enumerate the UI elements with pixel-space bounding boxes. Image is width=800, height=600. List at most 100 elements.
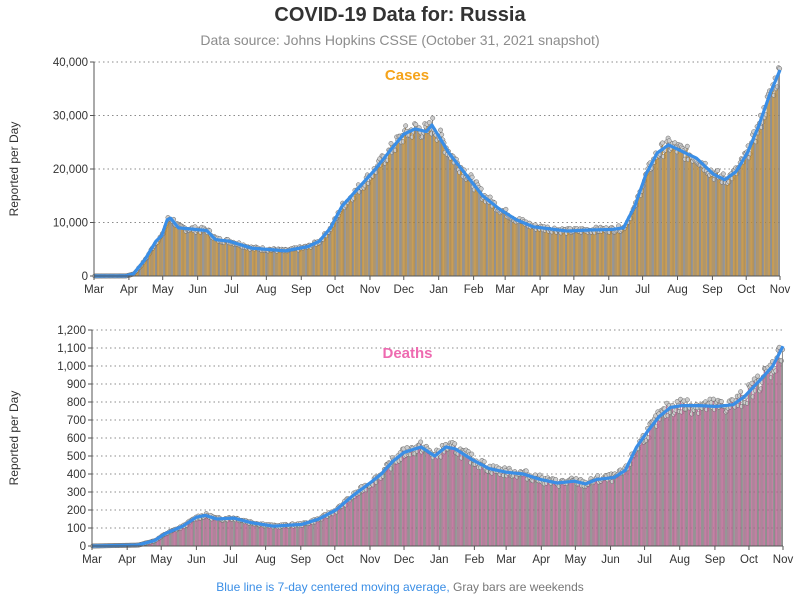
data-bar — [191, 519, 193, 547]
data-point — [774, 84, 780, 90]
data-bar — [749, 153, 751, 277]
data-bar — [373, 478, 375, 547]
data-point — [779, 358, 784, 364]
data-bar — [207, 229, 209, 277]
data-bar — [772, 84, 774, 277]
data-bar — [432, 457, 434, 547]
data-bar — [621, 229, 623, 277]
data-bar — [501, 210, 503, 277]
data-bar — [478, 464, 480, 547]
data-bar — [277, 526, 279, 547]
data-bar — [662, 408, 664, 547]
data-bar — [350, 497, 352, 547]
y-tick-label: 300 — [67, 487, 86, 499]
data-bar — [253, 523, 255, 547]
y-tick-label: 700 — [67, 415, 86, 427]
data-bar — [595, 227, 597, 277]
data-point — [469, 451, 475, 457]
data-bar — [443, 142, 445, 277]
data-bar — [326, 516, 328, 547]
data-bar — [329, 228, 331, 277]
data-bar — [156, 242, 158, 277]
data-bar — [358, 492, 360, 547]
data-bar — [413, 123, 415, 277]
data-bar — [666, 141, 668, 277]
data-bar — [505, 470, 507, 547]
data-bar — [457, 169, 459, 277]
data-bar — [507, 215, 509, 277]
data-bar — [644, 174, 646, 277]
data-bar — [574, 479, 576, 547]
data-bar — [514, 219, 516, 277]
data-bar — [471, 453, 473, 547]
data-bar — [525, 221, 527, 277]
data-bar — [250, 522, 252, 547]
data-bar — [646, 428, 648, 547]
data-bar — [236, 518, 238, 547]
data-bar — [150, 249, 152, 277]
data-bar — [677, 405, 679, 547]
data-bar — [632, 456, 634, 547]
data-bar — [537, 480, 539, 547]
data-bar — [269, 525, 271, 547]
data-bar — [384, 469, 386, 547]
data-bar — [655, 426, 657, 547]
data-bar — [450, 158, 452, 277]
data-bar — [768, 371, 770, 547]
data-bar — [192, 227, 194, 277]
data-bar — [626, 469, 628, 547]
y-tick-label: 1,100 — [57, 343, 86, 355]
data-bar — [235, 519, 237, 547]
data-bar — [322, 515, 324, 547]
data-bar — [270, 249, 272, 277]
data-bar — [402, 141, 404, 277]
data-bar — [321, 239, 323, 277]
data-bar — [652, 158, 654, 277]
y-tick-label: 200 — [67, 505, 86, 517]
data-bar — [457, 453, 459, 547]
data-bar — [686, 399, 688, 547]
data-bar — [362, 185, 364, 277]
x-tick-label: Jul — [223, 554, 238, 566]
data-bar — [725, 411, 727, 547]
data-bar — [396, 461, 398, 547]
x-tick-label: Sep — [702, 284, 722, 296]
data-bar — [390, 143, 392, 277]
data-bar — [511, 476, 513, 547]
data-bar — [607, 479, 609, 547]
x-tick-label: Feb — [464, 554, 484, 566]
data-bar — [195, 517, 197, 547]
data-bar — [189, 229, 191, 277]
data-bar — [453, 162, 455, 277]
data-bar — [258, 249, 260, 277]
data-bar — [166, 223, 168, 277]
data-bar — [505, 209, 507, 277]
data-bar — [746, 151, 748, 277]
data-bar — [720, 401, 722, 547]
data-bar — [237, 244, 239, 277]
data-bar — [354, 496, 356, 547]
data-bar — [687, 406, 689, 547]
data-bar — [642, 185, 644, 277]
data-bar — [471, 177, 473, 277]
data-bar — [727, 183, 729, 277]
data-bar — [317, 241, 319, 277]
data-bar — [637, 448, 639, 547]
data-bar — [612, 228, 614, 277]
data-bar — [579, 479, 581, 547]
data-bar — [704, 163, 706, 277]
data-bar — [527, 225, 529, 277]
data-bar — [771, 90, 773, 277]
data-bar — [519, 221, 521, 277]
data-bar — [616, 229, 618, 277]
data-bar — [489, 196, 491, 277]
data-bar — [663, 408, 665, 547]
data-bar — [348, 498, 350, 547]
data-bar — [395, 136, 397, 277]
data-bar — [339, 211, 341, 277]
data-bar — [290, 248, 292, 277]
data-bar — [202, 516, 204, 547]
data-bar — [469, 176, 471, 277]
data-bar — [285, 249, 287, 277]
data-bar — [706, 173, 708, 277]
